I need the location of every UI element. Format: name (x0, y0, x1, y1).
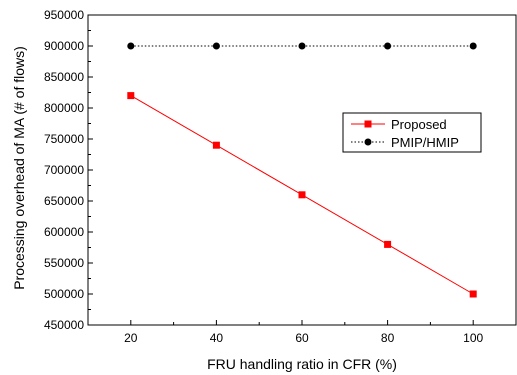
y-tick-label: 650000 (44, 194, 84, 208)
legend-marker-pmip (364, 138, 372, 146)
y-tick-label: 500000 (44, 287, 84, 301)
data-point-1 (384, 42, 392, 50)
data-point-1 (298, 42, 306, 50)
x-tick-label: 20 (124, 331, 138, 345)
y-tick-label: 450000 (44, 318, 84, 332)
y-tick-label: 750000 (44, 132, 84, 146)
legend-marker-proposed (364, 120, 372, 128)
data-point-0 (384, 240, 392, 248)
data-point-0 (298, 191, 306, 199)
legend-label-pmip: PMIP/HMIP (391, 135, 459, 150)
legend-box (342, 112, 482, 153)
y-tick-label: 850000 (44, 70, 84, 84)
x-tick-label: 60 (295, 331, 309, 345)
data-point-0 (127, 92, 135, 100)
y-axis-title-group: Processing overhead of MA (# of flows) (11, 46, 27, 290)
y-tick-label: 900000 (44, 39, 84, 53)
ticks: 20 40 60 80 100 450000 500000 550000 600000 65000… (44, 8, 484, 345)
y-tick-label: 950000 (44, 8, 84, 22)
data-point-0 (469, 290, 477, 298)
x-tick-label: 40 (210, 331, 224, 345)
y-tick-label: 550000 (44, 256, 84, 270)
data-point-1 (127, 42, 135, 50)
series-layer (127, 42, 477, 298)
data-point-0 (212, 141, 220, 149)
y-axis-title: Processing overhead of MA (# of flows) (11, 46, 27, 290)
y-tick-label: 700000 (44, 163, 84, 177)
x-axis-title: FRU handling ratio in CFR (%) (207, 356, 397, 372)
x-tick-label: 100 (463, 331, 483, 345)
data-point-1 (469, 42, 477, 50)
legend-label-proposed: Proposed (391, 117, 447, 132)
x-tick-label: 80 (381, 331, 395, 345)
y-tick-label: 600000 (44, 225, 84, 239)
legend: Proposed PMIP/HMIP (342, 112, 482, 153)
y-tick-label: 800000 (44, 101, 84, 115)
data-point-1 (212, 42, 220, 50)
plot-frame (87, 14, 517, 326)
